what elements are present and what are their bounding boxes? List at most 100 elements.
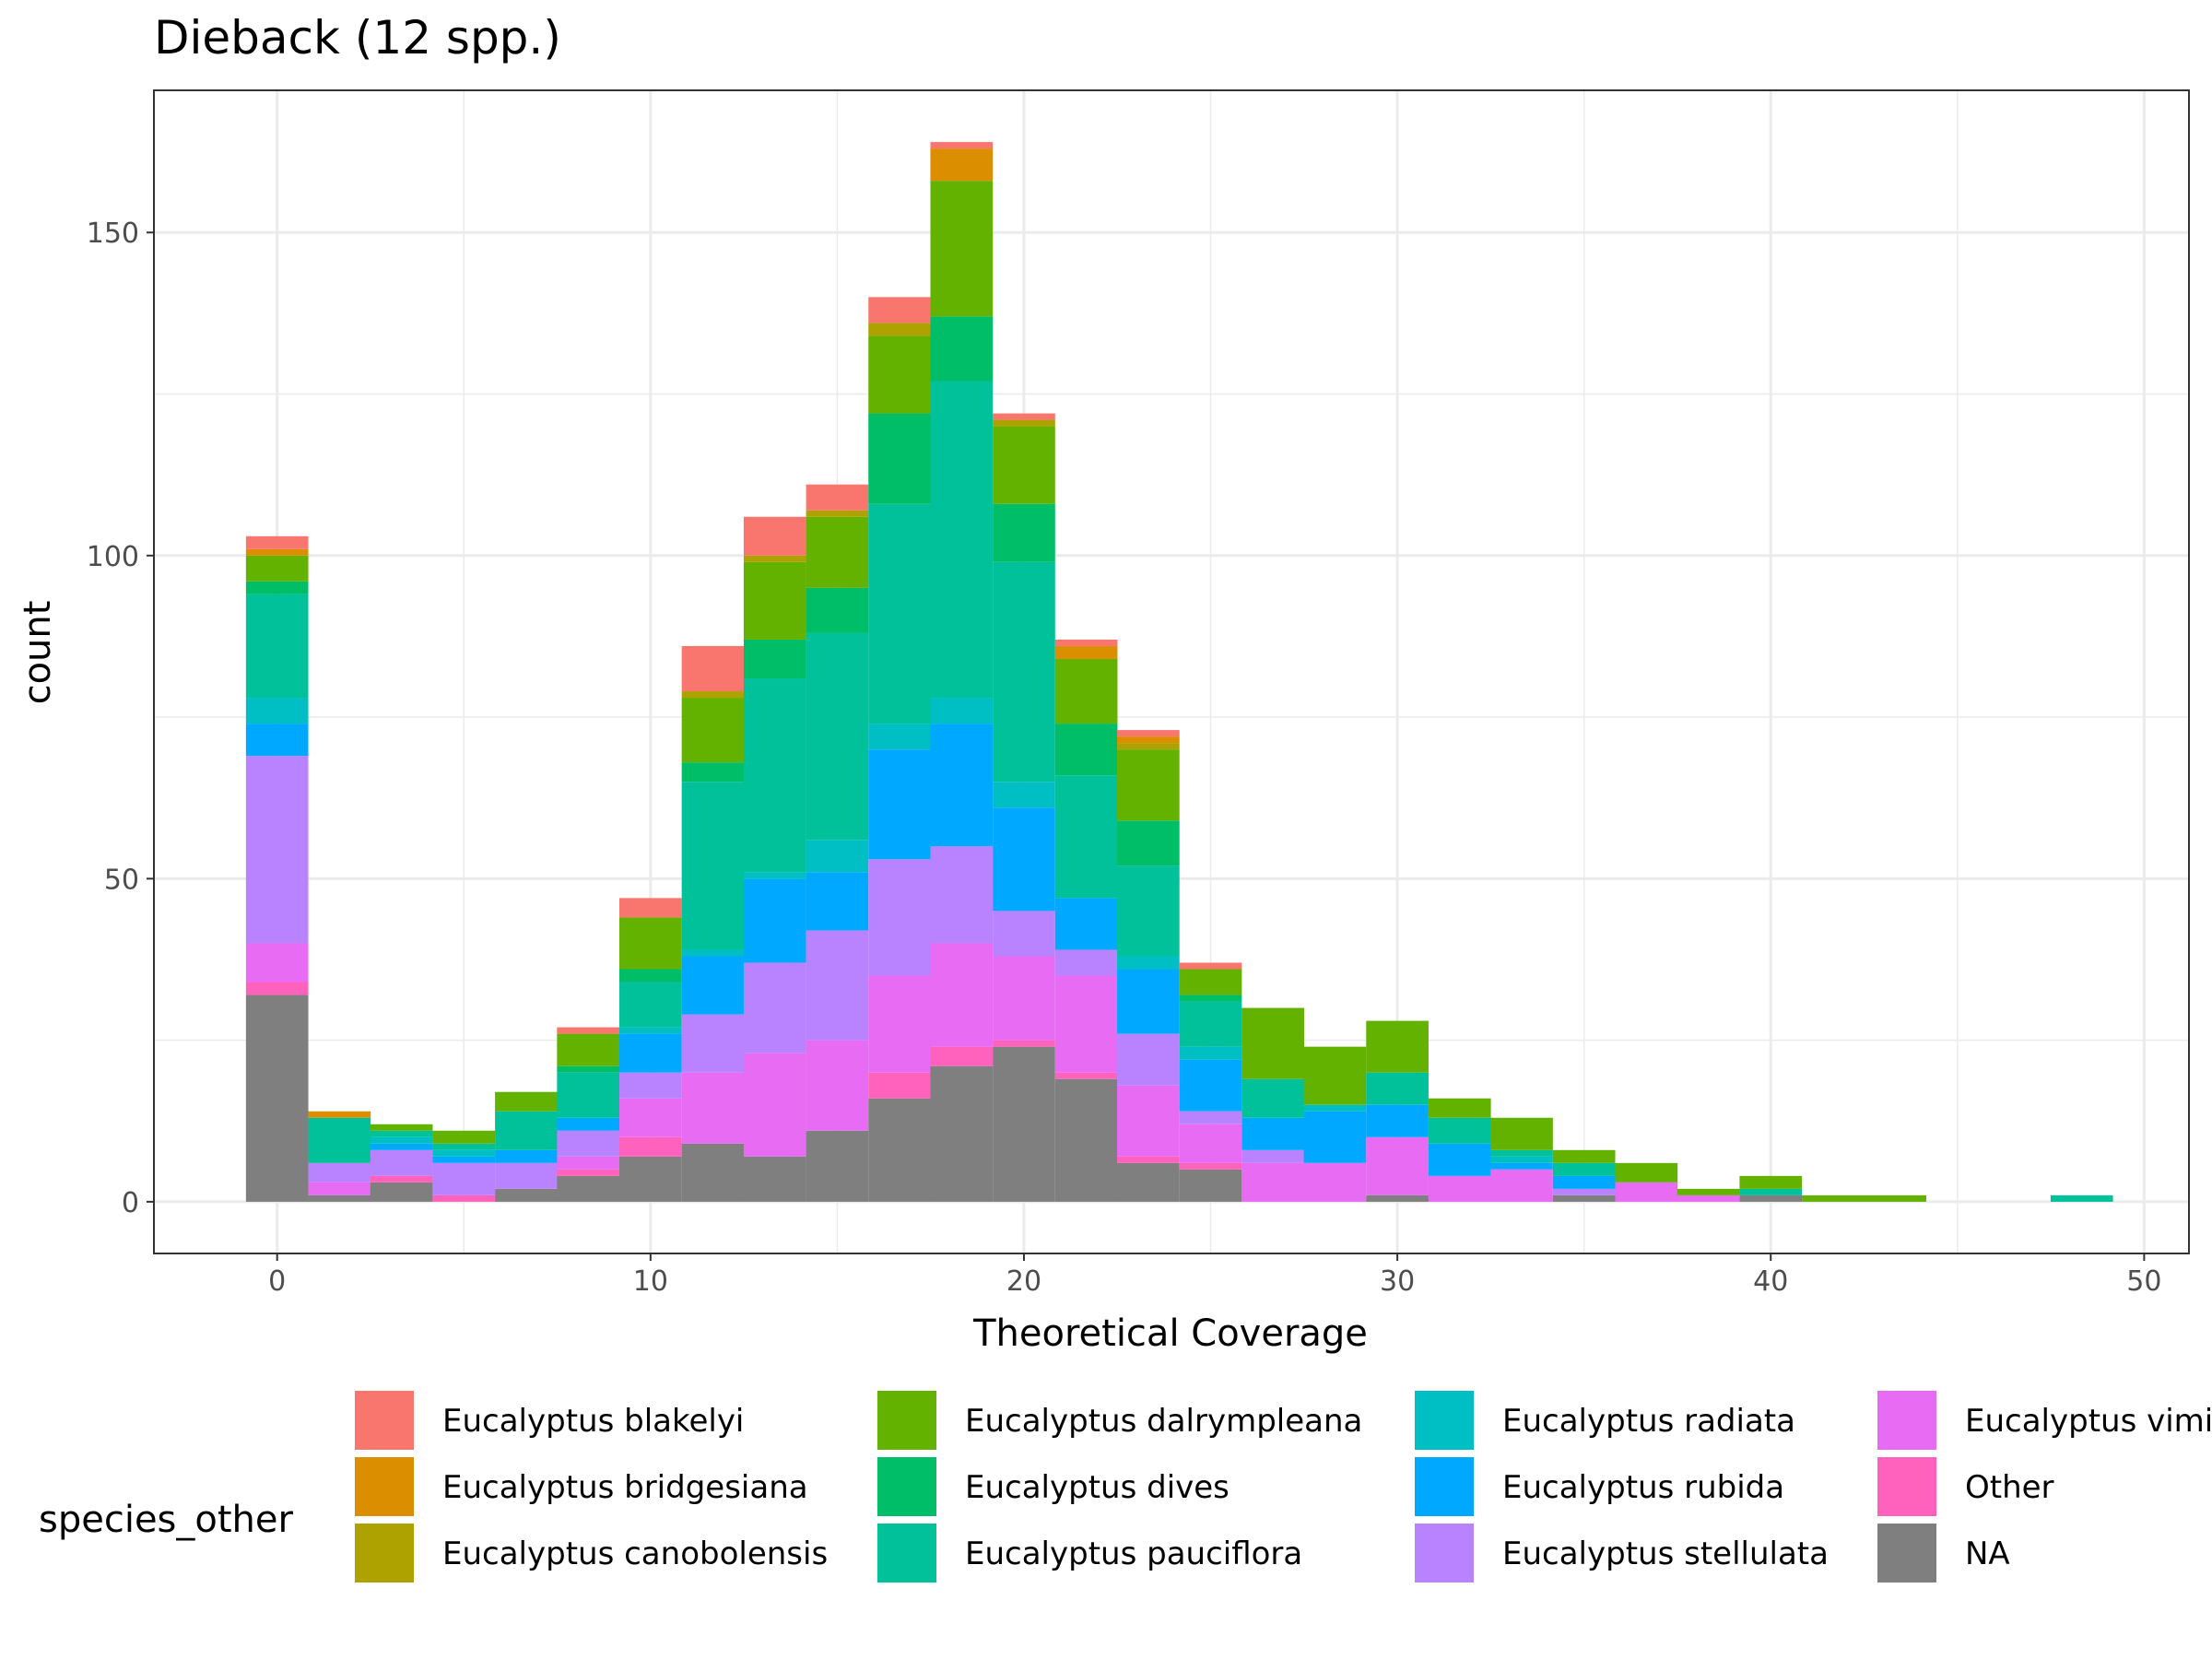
- bar-segment: [432, 1156, 496, 1163]
- legend-label: Eucalyptus dives: [965, 1469, 1230, 1506]
- bar-segment: [868, 503, 931, 724]
- bar-segment: [1241, 1007, 1305, 1079]
- bar-segment: [619, 898, 682, 918]
- bar-segment: [806, 632, 869, 841]
- bar-segment: [1615, 1182, 1678, 1202]
- bar-segment: [245, 994, 309, 1202]
- legend-label: Eucalyptus pauciflora: [965, 1535, 1302, 1572]
- bar-segment: [1428, 1117, 1491, 1144]
- legend-key: [353, 1522, 416, 1584]
- bar-segment: [681, 691, 745, 699]
- bar-segment: [557, 1156, 620, 1170]
- bar-segment: [868, 975, 931, 1073]
- bar-segment: [1117, 1162, 1180, 1202]
- bar-segment: [681, 1014, 745, 1073]
- bar-segment: [1739, 1194, 1803, 1202]
- bar-segment: [245, 698, 309, 724]
- y-axis: 0 50 100 150: [87, 218, 154, 1219]
- bar-segment: [1179, 1124, 1242, 1163]
- legend-label: Eucalyptus bridgesiana: [442, 1469, 808, 1506]
- bar-segment: [681, 762, 745, 782]
- bar-segment: [1677, 1188, 1740, 1195]
- bar-segment: [308, 1111, 371, 1118]
- bar-segment: [245, 535, 309, 549]
- bar-segment: [993, 413, 1055, 420]
- bar-segment: [1366, 1194, 1429, 1202]
- bar-segment: [495, 1188, 558, 1202]
- bar-segment: [1179, 962, 1242, 970]
- bar-segment: [930, 316, 994, 382]
- bar-segment: [868, 859, 931, 976]
- bar-segment: [993, 426, 1055, 504]
- bar-segment: [868, 724, 931, 750]
- bar-segment: [1739, 1188, 1803, 1195]
- legend-key: [1413, 1455, 1476, 1518]
- bar-segment: [557, 1169, 620, 1176]
- bar-segment: [1366, 1136, 1429, 1195]
- bar-segment: [930, 381, 994, 699]
- x-tick-label: 10: [633, 1265, 668, 1298]
- legend-label: Eucalyptus viminalis: [1965, 1403, 2212, 1440]
- y-tick-label: 150: [87, 218, 139, 250]
- bar-segment: [1490, 1117, 1553, 1150]
- bar-segment: [370, 1143, 433, 1150]
- bar-segment: [993, 419, 1055, 427]
- bar-segment: [930, 724, 994, 847]
- bar-segment: [1241, 1149, 1305, 1163]
- bar-segment: [1303, 1162, 1367, 1202]
- bars: [245, 142, 2113, 1202]
- bar-segment: [806, 872, 869, 931]
- y-tick-label: 100: [87, 541, 139, 573]
- legend-label: Eucalyptus stellulata: [1502, 1535, 1829, 1572]
- bar-segment: [1241, 1078, 1305, 1118]
- bar-segment: [681, 782, 745, 950]
- legend: species_other Eucalyptus blakelyi Eucalyp…: [39, 1389, 2212, 1584]
- bar-segment: [370, 1124, 433, 1131]
- bar-segment: [743, 678, 806, 873]
- bar-segment: [1552, 1194, 1616, 1202]
- bar-segment: [619, 982, 682, 1028]
- bar-segment: [1054, 645, 1118, 659]
- bar-segment: [1179, 1059, 1242, 1112]
- bar-segment: [245, 581, 309, 594]
- bar-segment: [1117, 1033, 1180, 1086]
- bar-segment: [1179, 994, 1242, 1002]
- y-tick-label: 0: [122, 1187, 139, 1219]
- bar-segment: [1366, 1020, 1429, 1073]
- bar-segment: [1864, 1194, 1926, 1202]
- chart-title: Dieback (12 spp.): [154, 11, 561, 65]
- bar-segment: [1490, 1169, 1553, 1202]
- bar-segment: [806, 516, 869, 588]
- bar-segment: [432, 1194, 496, 1202]
- bar-segment: [868, 297, 931, 324]
- bar-segment: [806, 587, 869, 633]
- bar-segment: [743, 962, 806, 1053]
- bar-segment: [1117, 969, 1180, 1034]
- bar-segment: [743, 516, 806, 556]
- bar-segment: [1428, 1098, 1491, 1118]
- bar-segment: [930, 1065, 994, 1202]
- bar-segment: [1241, 1162, 1305, 1202]
- bar-segment: [1241, 1117, 1305, 1150]
- bar-segment: [930, 943, 994, 1047]
- bar-segment: [308, 1182, 371, 1195]
- bar-segment: [1179, 1001, 1242, 1047]
- bar-segment: [619, 917, 682, 970]
- x-tick-label: 40: [1753, 1265, 1788, 1298]
- legend-key: [353, 1455, 416, 1518]
- bar-segment: [930, 698, 994, 724]
- bar-segment: [681, 645, 745, 692]
- bar-segment: [619, 1072, 682, 1099]
- bar-segment: [619, 1027, 682, 1034]
- bar-segment: [681, 956, 745, 1015]
- legend-label: NA: [1965, 1535, 2010, 1572]
- bar-segment: [806, 930, 869, 1041]
- bar-segment: [370, 1149, 433, 1176]
- bar-segment: [868, 323, 931, 336]
- bar-segment: [930, 142, 994, 149]
- legend-key: [1413, 1522, 1476, 1584]
- bar-segment: [1179, 1169, 1242, 1202]
- legend-label: Eucalyptus blakelyi: [442, 1403, 744, 1440]
